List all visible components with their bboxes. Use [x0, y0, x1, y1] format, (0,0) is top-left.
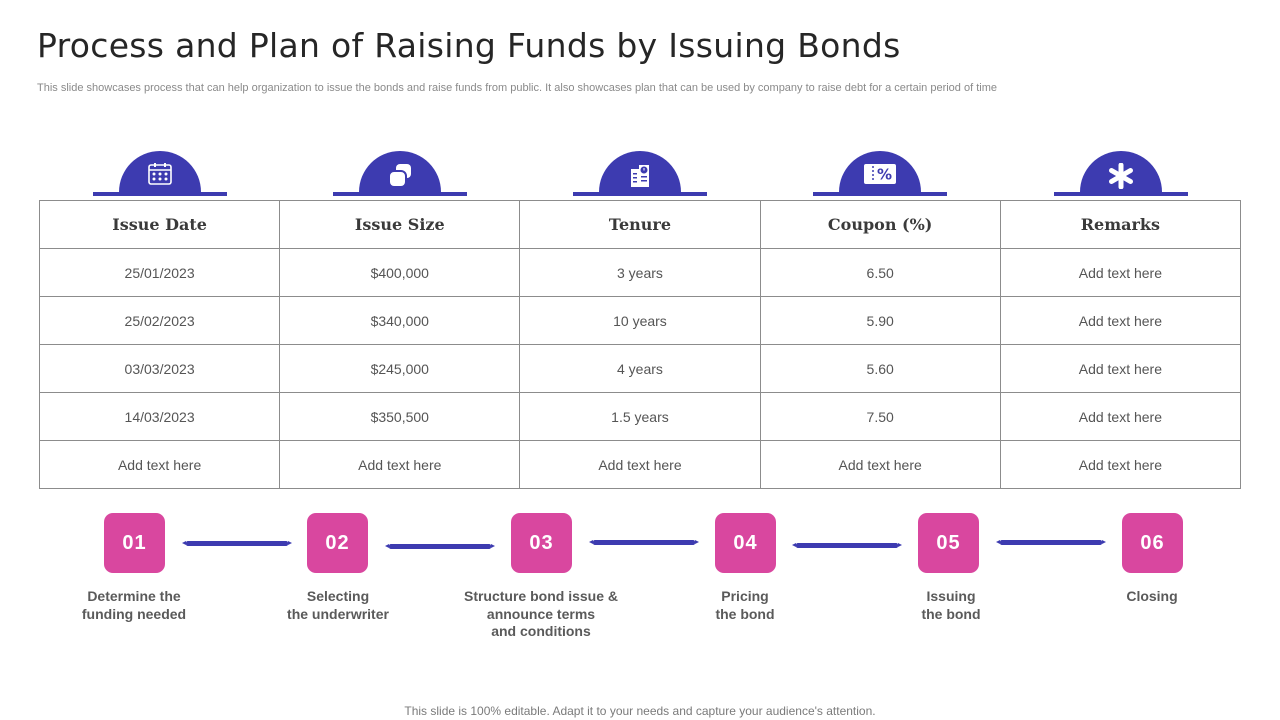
table-cell: Add text here	[759, 440, 1001, 489]
table-cell: 4 years	[519, 344, 761, 393]
table-cell: $245,000	[279, 344, 521, 393]
step-label-06: Closing	[1126, 588, 1178, 604]
step-badge-03: 03	[511, 513, 572, 573]
table-cell: Add text here	[999, 440, 1242, 489]
table-row: 03/03/2023 $245,000 4 years 5.60 Add tex…	[38, 344, 1242, 393]
table-row: Add text here Add text here Add text her…	[38, 440, 1242, 489]
table-cell: 3 years	[519, 248, 761, 297]
remarks-icon-cap	[1054, 151, 1188, 196]
table-cell: $340,000	[279, 296, 521, 345]
table-cell: 03/03/2023	[38, 344, 281, 393]
step-label-04: Pricing the bond	[715, 588, 775, 622]
table-row: 14/03/2023 $350,500 1.5 years 7.50 Add t…	[38, 392, 1242, 441]
table-cell: Add text here	[38, 440, 281, 489]
table-cell: 5.90	[759, 296, 1001, 345]
table-cell: 6.50	[759, 248, 1001, 297]
calendar-icon	[148, 163, 172, 185]
step-connector	[589, 540, 699, 545]
step-badge-06: 06	[1122, 513, 1183, 573]
coins-icon	[388, 164, 411, 188]
step-connector	[182, 541, 292, 546]
step-label-03: Structure bond issue & announce terms an…	[463, 588, 619, 639]
step-connector	[996, 540, 1106, 545]
table-cell: Add text here	[999, 344, 1242, 393]
table-cell: 5.60	[759, 344, 1001, 393]
column-header-issue-date: Issue Date	[38, 200, 281, 249]
table-cell: 25/02/2023	[38, 296, 281, 345]
table-cell: 1.5 years	[519, 392, 761, 441]
step-badge-02: 02	[307, 513, 368, 573]
step-label-01: Determine the funding needed	[81, 588, 187, 622]
step-connector	[792, 543, 902, 548]
step-badge-05: 05	[918, 513, 979, 573]
page-title: Process and Plan of Raising Funds by Iss…	[37, 26, 901, 65]
building-clock-icon	[631, 165, 649, 187]
table-cell: 14/03/2023	[38, 392, 281, 441]
footer-note: This slide is 100% editable. Adapt it to…	[404, 704, 876, 718]
step-badge-01: 01	[104, 513, 165, 573]
table-cell: 25/01/2023	[38, 248, 281, 297]
step-label-05: Issuing the bond	[921, 588, 981, 622]
table-cell: Add text here	[999, 296, 1242, 345]
discount-coupon-icon: %	[864, 164, 896, 184]
issue-date-icon-cap	[93, 151, 227, 196]
asterisk-icon	[1109, 163, 1133, 189]
table-row: 25/02/2023 $340,000 10 years 5.90 Add te…	[38, 296, 1242, 345]
table-cell: $400,000	[279, 248, 521, 297]
table-cell: Add text here	[999, 248, 1242, 297]
table-cell: 10 years	[519, 296, 761, 345]
bond-plan-table: Issue Date Issue Size Tenure Coupon (%) …	[38, 200, 1242, 489]
table-row: 25/01/2023 $400,000 3 years 6.50 Add tex…	[38, 248, 1242, 297]
tenure-icon-cap	[573, 151, 707, 196]
column-header-coupon: Coupon (%)	[759, 200, 1001, 249]
issue-size-icon-cap	[333, 151, 467, 196]
svg-text:%: %	[877, 166, 892, 184]
table-header-row: Issue Date Issue Size Tenure Coupon (%) …	[38, 200, 1242, 249]
column-header-remarks: Remarks	[999, 200, 1242, 249]
page-subtitle: This slide showcases process that can he…	[37, 82, 997, 94]
table-cell: 7.50	[759, 392, 1001, 441]
table-cell: Add text here	[999, 392, 1242, 441]
step-badge-04: 04	[715, 513, 776, 573]
table-cell: $350,500	[279, 392, 521, 441]
column-header-issue-size: Issue Size	[279, 200, 521, 249]
table-cell: Add text here	[519, 440, 761, 489]
table-cell: Add text here	[279, 440, 521, 489]
step-label-02: Selecting the underwriter	[287, 588, 389, 622]
coupon-icon-cap: %	[813, 151, 947, 196]
column-header-tenure: Tenure	[519, 200, 761, 249]
step-connector	[385, 544, 495, 549]
